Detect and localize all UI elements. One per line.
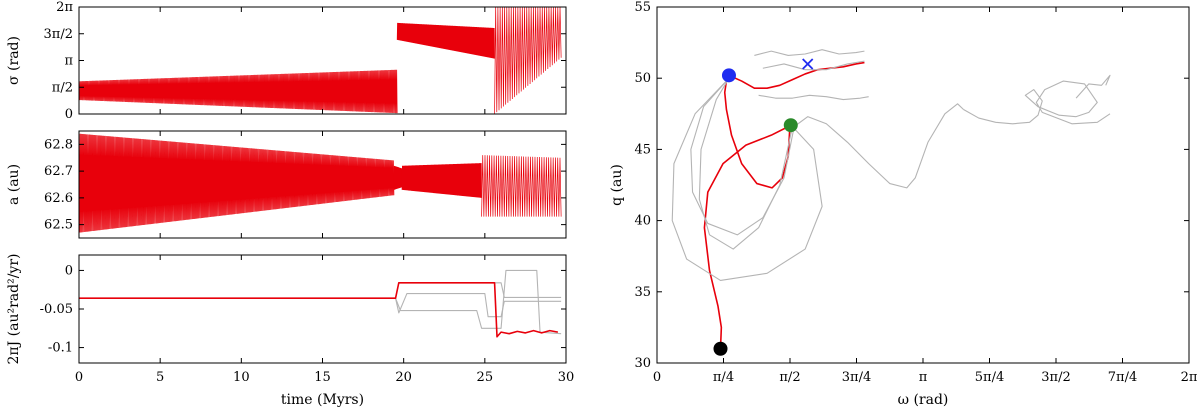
x-tick-label: 2π: [1181, 370, 1198, 385]
plot-area: [671, 49, 1111, 349]
x-tick-label: 10: [233, 370, 250, 385]
x-tick-label: 0: [653, 370, 661, 385]
plot-area: [79, 133, 562, 233]
series-line-grey-7: [963, 80, 1111, 125]
band-series-1: [396, 22, 495, 59]
y-tick-label: 40: [634, 214, 651, 229]
plot-frame: [656, 6, 1190, 364]
series-line-grey-5: [671, 77, 823, 281]
y-axis-label: q (au): [609, 164, 625, 206]
series-line-grey-6: [793, 103, 964, 189]
y-tick-label: 2π: [56, 0, 73, 15]
y-tick-label: 0: [65, 263, 73, 278]
series-line-grey-1: [79, 293, 562, 318]
x-tick-label: 25: [477, 370, 494, 385]
series-line-grey-10: [754, 49, 865, 56]
y-tick-label: 62.7: [44, 164, 73, 179]
band-series-0: [79, 133, 395, 233]
series-line-grey-9: [762, 60, 865, 71]
y-tick-label: -0.05: [40, 302, 73, 317]
series-line-grey-4: [698, 77, 794, 250]
y-tick-label: π: [64, 54, 73, 69]
marker-green-dot: [783, 118, 798, 133]
band-series-0: [79, 69, 398, 114]
x-tick-label: 3π/4: [842, 370, 871, 385]
y-tick-label: 30: [634, 356, 651, 371]
y-tick-label: 55: [634, 0, 651, 15]
y-tick-label: 62.5: [44, 218, 73, 233]
x-tick-label: 0: [75, 370, 83, 385]
y-tick-label: 62.8: [44, 137, 73, 152]
band-series-3: [481, 155, 562, 217]
plot-area: [79, 7, 562, 114]
x-tick-label: π/2: [779, 370, 800, 385]
x-axis-label: ω (rad): [898, 392, 949, 408]
x-axis-label: time (Myrs): [281, 392, 364, 408]
x-tick-label: π/4: [713, 370, 734, 385]
y-axis-label: a (au): [6, 164, 22, 205]
y-tick-label: π/2: [52, 80, 73, 95]
series-line-red-2: [728, 61, 865, 89]
series-line-grey-11: [1075, 74, 1111, 99]
band-series-1: [393, 165, 403, 190]
y-axis-label: σ (rad): [6, 36, 22, 85]
x-tick-label: 5: [156, 370, 164, 385]
marker-black-dot: [713, 341, 728, 356]
series-line-red-1: [723, 75, 791, 189]
y-tick-label: 45: [634, 142, 651, 157]
y-tick-label: 0: [65, 107, 73, 122]
action-panel: 0 5 10 15 20 25 30 0 -0.05 -0.1 time (Myrs) 2πJ (au…: [6, 253, 574, 408]
x-tick-label: 3π/2: [1041, 370, 1070, 385]
series-line-grey-0: [79, 282, 562, 299]
series-line-grey-2: [79, 269, 562, 335]
x-tick-label: 20: [395, 370, 412, 385]
y-tick-label: -0.1: [48, 341, 73, 356]
x-tick-label: π: [919, 370, 928, 385]
x-tick-label: 5π/4: [975, 370, 1004, 385]
y-tick-label: 35: [634, 285, 651, 300]
y-tick-label: 62.6: [44, 191, 73, 206]
band-series-2: [494, 7, 562, 114]
x-tick-label: 7π/4: [1108, 370, 1137, 385]
q-omega-panel: 0 π/4 π/2 3π/4 π 5π/4 3π/2 7π/4 2π 30 35 40 45 50 55 ω …: [609, 0, 1198, 408]
series-line-grey-8: [758, 94, 869, 101]
series-line-red-3: [79, 281, 559, 338]
marker-blue-dot: [721, 68, 736, 83]
y-tick-label: 3π/2: [44, 27, 73, 42]
band-series-2: [401, 163, 482, 198]
x-tick-label: 15: [314, 370, 331, 385]
sigma-panel: 0 π/2 π 3π/2 2π σ (rad): [6, 0, 567, 122]
marker-cross: [802, 58, 814, 70]
plot-frame: [78, 254, 567, 364]
plot-area: [79, 269, 562, 338]
y-axis-label: 2πJ (au²rad²/yr): [6, 253, 22, 364]
semimajor-axis-panel: 62.5 62.6 62.7 62.8 a (au): [6, 130, 567, 239]
y-tick-label: 50: [634, 71, 651, 86]
x-tick-label: 30: [558, 370, 575, 385]
